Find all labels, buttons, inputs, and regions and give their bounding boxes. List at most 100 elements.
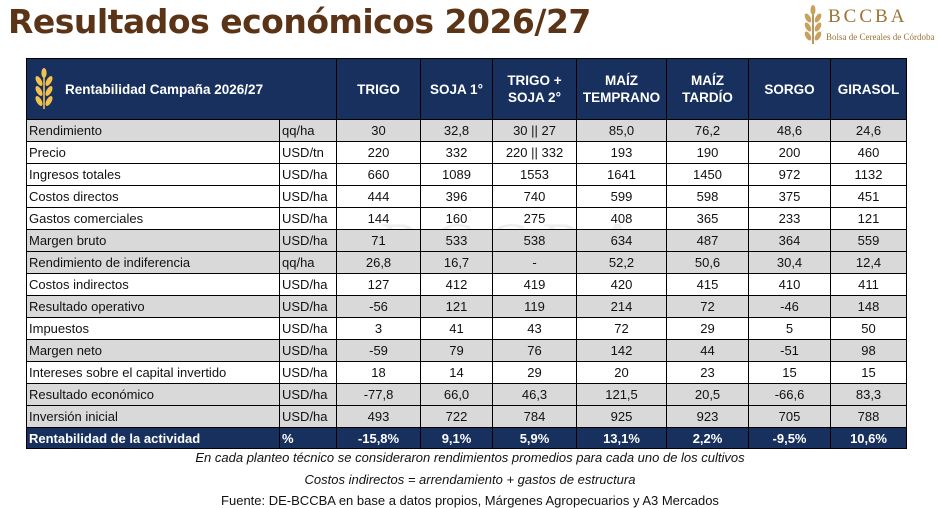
cell-value: 72: [576, 317, 668, 340]
row-unit: USD/ha: [278, 229, 338, 252]
logo-name: BCCBA: [828, 6, 908, 27]
row-unit: USD/ha: [278, 295, 338, 318]
cell-value: 533: [420, 229, 494, 252]
cell-value: 23: [666, 361, 750, 384]
cell-value: 30: [336, 119, 422, 142]
cell-value: 10,6%: [830, 427, 908, 449]
row-unit: USD/ha: [278, 163, 338, 186]
cell-value: 493: [336, 405, 422, 428]
cell-value: 83,3: [830, 383, 908, 406]
page-title: Resultados económicos 2026/27: [8, 2, 591, 41]
cell-value: -: [492, 251, 578, 274]
cell-value: 98: [830, 339, 908, 362]
cell-value: 121: [420, 295, 494, 318]
cell-value: 410: [748, 273, 832, 296]
column-header: MAÍZ TARDÍO: [666, 58, 750, 120]
row-label: Rendimiento de indiferencia: [26, 251, 280, 274]
cell-value: 1553: [492, 163, 578, 186]
cell-value: 121,5: [576, 383, 668, 406]
cell-value: 193: [576, 141, 668, 164]
cell-value: 487: [666, 229, 750, 252]
cell-value: 30 || 27: [492, 119, 578, 142]
row-label: Precio: [26, 141, 280, 164]
cell-value: 190: [666, 141, 750, 164]
cell-value: 740: [492, 185, 578, 208]
cell-value: 420: [576, 273, 668, 296]
column-header: SORGO: [748, 58, 832, 120]
cell-value: 18: [336, 361, 422, 384]
table-header-title: Rentabilidad Campaña 2026/27: [65, 81, 264, 97]
row-unit: USD/tn: [278, 141, 338, 164]
column-header: TRIGO + SOJA 2°: [492, 58, 578, 120]
cell-value: 1089: [420, 163, 494, 186]
cell-value: -59: [336, 339, 422, 362]
cell-value: -51: [748, 339, 832, 362]
cell-value: 85,0: [576, 119, 668, 142]
row-unit: USD/ha: [278, 317, 338, 340]
cell-value: 79: [420, 339, 494, 362]
row-label: Resultado económico: [26, 383, 280, 406]
cell-value: 1132: [830, 163, 908, 186]
cell-value: 72: [666, 295, 750, 318]
cell-value: -77,8: [336, 383, 422, 406]
cell-value: 634: [576, 229, 668, 252]
cell-value: 396: [420, 185, 494, 208]
row-unit: USD/ha: [278, 405, 338, 428]
column-header: GIRASOL: [830, 58, 908, 120]
cell-value: 1450: [666, 163, 750, 186]
table-row: Margen neto USD/ha -59 79 76 142 44 -51 98: [26, 339, 908, 362]
cell-value: 66,0: [420, 383, 494, 406]
cell-value: 3: [336, 317, 422, 340]
cell-value: 50,6: [666, 251, 750, 274]
cell-value: 76: [492, 339, 578, 362]
column-header: MAÍZ TEMPRANO: [576, 58, 668, 120]
table-body: Rendimiento qq/ha 30 32,8 30 || 27 85,0 76,2 48…: [26, 119, 908, 449]
cell-value: -66,6: [748, 383, 832, 406]
table-row: Resultado económico USD/ha -77,8 66,0 46,3 12…: [26, 383, 908, 406]
cell-value: 12,4: [830, 251, 908, 274]
cell-value: -46: [748, 295, 832, 318]
cell-value: 48,6: [748, 119, 832, 142]
cell-value: 460: [830, 141, 908, 164]
cell-value: 26,8: [336, 251, 422, 274]
cell-value: 15: [830, 361, 908, 384]
cell-value: 9,1%: [420, 427, 494, 449]
table-header-title-cell: Rentabilidad Campaña 2026/27: [25, 58, 338, 120]
cell-value: 599: [576, 185, 668, 208]
cell-value: 233: [748, 207, 832, 230]
cell-value: 43: [492, 317, 578, 340]
cell-value: 148: [830, 295, 908, 318]
column-header: TRIGO: [336, 58, 422, 120]
cell-value: 925: [576, 405, 668, 428]
cell-value: 411: [830, 273, 908, 296]
cell-value: 32,8: [420, 119, 494, 142]
cell-value: 5,9%: [492, 427, 578, 449]
cell-value: 451: [830, 185, 908, 208]
cell-value: 20: [576, 361, 668, 384]
row-label: Impuestos: [26, 317, 280, 340]
cell-value: 660: [336, 163, 422, 186]
row-unit: USD/ha: [278, 207, 338, 230]
row-label: Costos indirectos: [26, 273, 280, 296]
cell-value: 1641: [576, 163, 668, 186]
wheat-icon: [35, 68, 53, 109]
cell-value: 538: [492, 229, 578, 252]
row-label: Resultado operativo: [26, 295, 280, 318]
cell-value: 365: [666, 207, 750, 230]
cell-value: 408: [576, 207, 668, 230]
cell-value: 415: [666, 273, 750, 296]
cell-value: 44: [666, 339, 750, 362]
cell-value: 29: [666, 317, 750, 340]
cell-value: 24,6: [830, 119, 908, 142]
cell-value: 559: [830, 229, 908, 252]
footnote: Costos indirectos = arrendamiento + gast…: [304, 472, 636, 487]
cell-value: 30,4: [748, 251, 832, 274]
cell-value: 220: [336, 141, 422, 164]
bccba-logo: BCCBA Bolsa de Cereales de Córdoba: [800, 4, 936, 48]
table-row: Rendimiento qq/ha 30 32,8 30 || 27 85,0 76,2 48…: [26, 119, 908, 142]
table-row: Rentabilidad de la actividad% -15,8% 9,1% 5…: [26, 427, 908, 449]
table-row: Gastos comerciales USD/ha 144 160 275 408 365 2…: [26, 207, 908, 230]
table-row: Resultado operativo USD/ha -56 121 119 214 72-…: [26, 295, 908, 318]
row-unit: qq/ha: [278, 119, 338, 142]
table-row: Ingresos totales USD/ha 660 1089 1553 1641 145…: [26, 163, 908, 186]
